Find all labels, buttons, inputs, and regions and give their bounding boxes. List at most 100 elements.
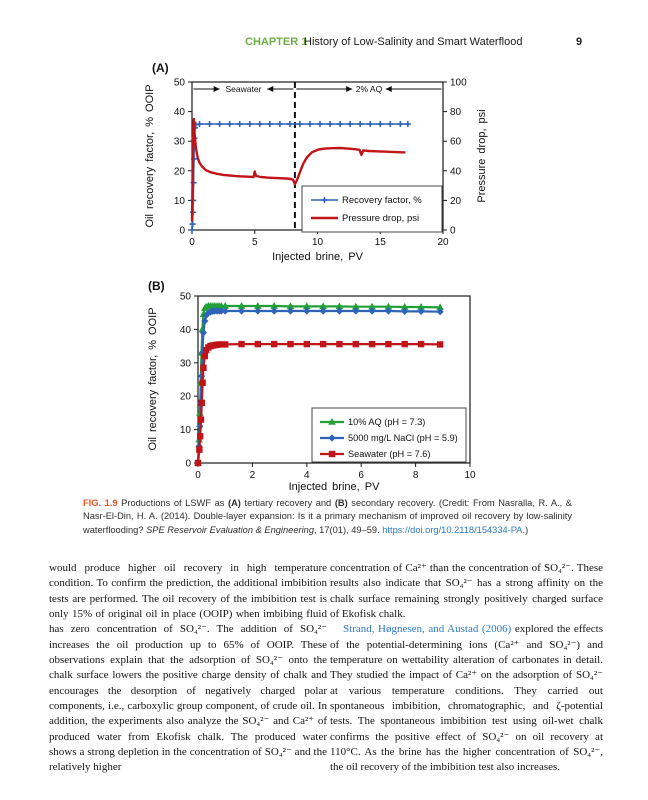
plus-marker (196, 121, 203, 128)
plus-marker (296, 121, 303, 128)
square-marker (254, 340, 262, 348)
paragraph: concentration of Ca²⁺ than the concentra… (330, 561, 603, 622)
y-tick-label: 0 (450, 226, 456, 237)
plus-marker (347, 121, 354, 128)
paragraph: would produce higher oil recovery in hig… (49, 561, 327, 776)
link[interactable]: https://doi.org/10.2118/154334-PA (382, 524, 523, 535)
plus-marker (377, 121, 384, 128)
triangle-marker (351, 302, 360, 310)
triangle-marker (237, 302, 246, 309)
chart-b-secondary-recovery: 0 2 4 6 8 10 0 10 20 30 40 50 10% AQ (pH = 7.3) 5000 … (147, 279, 476, 493)
square-marker (196, 446, 203, 453)
square-marker (352, 340, 359, 348)
square-marker (319, 340, 327, 348)
plus-marker (397, 121, 404, 128)
x-tick-label: 2 (250, 470, 256, 481)
plus-marker (226, 121, 233, 128)
legend-entry-label: Seawater (pH = 7.6) (348, 449, 430, 459)
square-marker (436, 341, 444, 348)
triangle-marker (319, 302, 327, 310)
plus-marker (321, 197, 328, 203)
x-tick-label: 5 (252, 237, 258, 248)
plus-marker (189, 227, 195, 233)
x-tick-label: 8 (413, 470, 419, 481)
square-marker (401, 340, 408, 348)
x-tick-label: 4 (304, 470, 310, 481)
chapter-title: History of Low-Salinity and Smart Waterf… (304, 36, 523, 48)
y-tick-label: 60 (450, 137, 462, 148)
plus-marker (266, 121, 273, 128)
x-tick-label: 20 (437, 237, 449, 248)
square-marker (238, 340, 245, 348)
triangle-marker (368, 302, 376, 310)
plus-marker (367, 121, 374, 128)
diamond-marker (217, 307, 225, 315)
diamond-marker (352, 307, 360, 315)
legend-entry-label: Recovery factor, % (342, 195, 422, 206)
text-segment: concentration of Ca²⁺ than the concentra… (330, 562, 603, 621)
square-marker (287, 340, 294, 348)
plus-marker (256, 121, 263, 128)
text-segment: explored the effects of the potential-de… (330, 623, 603, 774)
plus-marker (246, 121, 253, 128)
triangle-marker (436, 303, 444, 311)
text-segment: (A) (228, 498, 241, 508)
y-tick-label: 40 (450, 166, 462, 177)
text-segment: FIG. 1.9 (83, 498, 118, 508)
plus-marker (357, 121, 364, 128)
text-segment: , 17(01), 49–59. (314, 524, 383, 535)
plus-marker (286, 121, 293, 128)
plus-marker (216, 121, 223, 128)
diamond-marker (270, 307, 278, 315)
text-segment: secondary recovery. (Credit: From Nasral… (83, 498, 572, 535)
plus-marker (206, 121, 213, 128)
body-column-right: concentration of Ca²⁺ than the concentra… (330, 561, 603, 776)
x-tick-label: 10 (312, 237, 324, 248)
page-number: 9 (576, 36, 583, 48)
x-axis-title: Injected brine, PV (289, 481, 380, 493)
x-axis-title: Injected brine, PV (272, 251, 363, 263)
plus-marker (404, 121, 411, 128)
triangle-marker (400, 303, 409, 310)
square-marker (194, 459, 202, 467)
y-tick-label: 0 (185, 459, 191, 470)
y-tick-label: 20 (174, 166, 186, 177)
x-tick-label: 0 (189, 237, 195, 248)
triangle-marker (254, 302, 262, 309)
square-marker (368, 340, 376, 348)
arrow-head (385, 86, 392, 92)
paragraph: Strand, Høgnesen, and Austad (2006) expl… (330, 622, 603, 775)
square-marker (216, 341, 223, 348)
diamond-marker (254, 307, 262, 315)
plus-marker (317, 121, 324, 128)
triangle-marker (328, 418, 336, 425)
text-segment: .) (522, 524, 529, 535)
y-tick-label: 20 (180, 392, 192, 403)
y-tick-label: 40 (174, 107, 186, 118)
square-marker (200, 364, 207, 372)
square-marker (197, 416, 205, 423)
diamond-marker (328, 434, 336, 442)
diamond-marker (401, 307, 409, 315)
plus-marker (236, 121, 243, 128)
y-tick-label: 0 (179, 226, 185, 237)
text-segment: Productions of LSWF as (117, 498, 228, 508)
square-marker (336, 340, 343, 348)
diamond-marker (303, 307, 311, 315)
y-tick-label: 100 (450, 78, 467, 89)
link[interactable]: Strand, Høgnesen, and Austad (2006) (343, 623, 512, 636)
y-axis-title-left: Oil recovery factor, % OOIP (144, 84, 156, 227)
diamond-marker (436, 308, 444, 316)
triangle-marker (417, 303, 425, 310)
square-marker (303, 340, 310, 348)
figure-caption: FIG. 1.9 Productions of LSWF as (A) tert… (83, 497, 572, 537)
legend-box (301, 185, 443, 233)
legend-entry-label: 10% AQ (pH = 7.3) (348, 417, 425, 427)
triangle-marker (221, 302, 229, 309)
y-axis-title-left: Oil recovery factor, % OOIP (147, 307, 159, 450)
x-tick-label: 0 (195, 470, 201, 481)
y-tick-label: 50 (180, 292, 192, 303)
arrow-head (213, 86, 220, 92)
arrow-head (267, 86, 274, 92)
